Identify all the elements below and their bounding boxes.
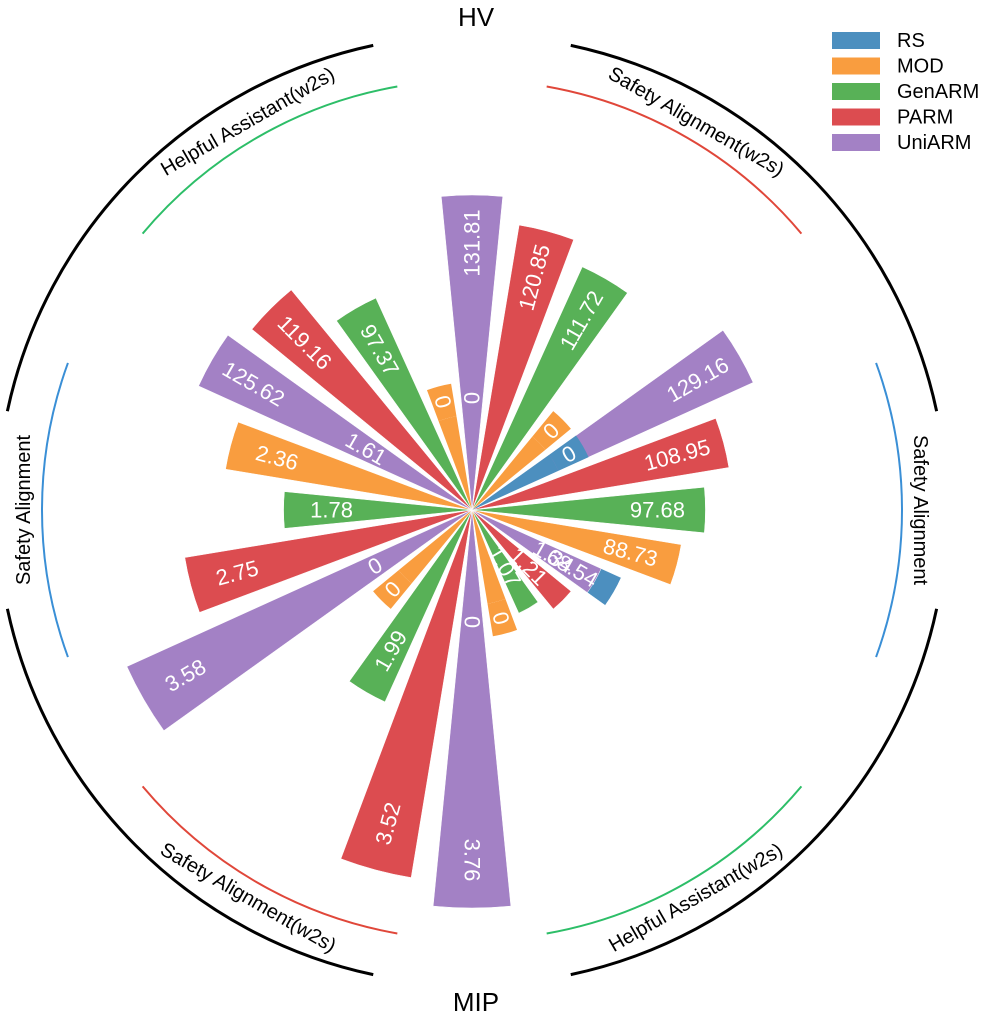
bar-mod-stem xyxy=(438,416,472,510)
group-label: Safety Alignment(w2s) xyxy=(604,63,787,182)
group-arc xyxy=(546,85,803,235)
bar-mod xyxy=(471,509,682,585)
group-label: Safety Alignment xyxy=(909,435,931,586)
bar-value-label: 131.81 xyxy=(460,209,485,276)
legend-swatch-mod xyxy=(832,57,880,75)
bar-parm xyxy=(251,289,473,511)
outer-ring-segment xyxy=(570,608,939,977)
bar-value-label: 3.76 xyxy=(460,839,485,882)
bar-value-label: 1.78 xyxy=(310,498,353,523)
bar-rs-stem xyxy=(472,454,559,510)
legend-label-rs: RS xyxy=(897,30,925,52)
legend-label-genarm: GenARM xyxy=(897,81,979,103)
bar-genarm xyxy=(283,491,473,529)
bar-rs xyxy=(549,435,589,471)
bar-uniarm xyxy=(471,509,602,593)
bar-parm xyxy=(184,509,473,613)
bar-uniarm xyxy=(126,509,473,731)
bar-uniarm xyxy=(198,334,473,511)
bar-value-label: 97.68 xyxy=(630,498,685,523)
legend-swatch-uniarm xyxy=(832,134,880,151)
group-label: Safety Alignment(w2s) xyxy=(156,839,339,958)
legend-swatch-rs xyxy=(832,32,880,49)
legend-swatch-genarm xyxy=(832,83,880,100)
bar-value-label: 0 xyxy=(460,392,485,404)
bar-uniarm xyxy=(440,194,504,511)
group-arcs xyxy=(41,85,904,935)
bar-mod xyxy=(426,383,457,422)
outer-ring-segment xyxy=(5,608,374,977)
legend-label-mod: MOD xyxy=(897,56,944,78)
group-arc xyxy=(141,85,398,235)
bar-mod xyxy=(532,411,571,450)
bar-mod-stem xyxy=(472,510,506,604)
bars xyxy=(126,194,754,909)
bar-parm xyxy=(471,509,572,610)
group-label: Helpful Assistant(w2s) xyxy=(605,839,786,956)
bar-parm xyxy=(471,418,730,511)
bar-parm xyxy=(340,509,473,878)
bar-genarm xyxy=(471,266,628,511)
outer-ring xyxy=(5,43,939,977)
legend-label-parm: PARM xyxy=(897,107,953,129)
bar-genarm xyxy=(349,509,473,703)
bar-parm xyxy=(471,224,574,511)
legend-swatch-parm xyxy=(832,108,880,126)
bar-mod xyxy=(225,421,473,511)
bar-uniarm xyxy=(432,509,512,909)
legend-label-uniarm: UniARM xyxy=(897,132,971,154)
outer-ring-segment xyxy=(570,43,939,412)
group-label: Helpful Assistant(w2s) xyxy=(157,63,338,180)
bar-mod-stem xyxy=(472,436,546,510)
bar-genarm xyxy=(471,509,539,614)
group-arc xyxy=(875,362,904,658)
bar-genarm xyxy=(336,297,473,511)
metric-label-bottom: MIP xyxy=(453,987,499,1015)
group-label: Safety Alignment xyxy=(13,435,35,586)
bar-genarm xyxy=(471,486,706,534)
legend: RS MOD GenARM PARM UniARM xyxy=(832,30,979,154)
metric-label-top: HV xyxy=(458,2,495,32)
bar-mod-stem xyxy=(398,510,472,584)
bar-value-label: 0 xyxy=(460,616,485,628)
group-arc xyxy=(546,785,803,935)
outer-ring-segment xyxy=(5,43,374,412)
bar-mod xyxy=(373,570,412,609)
group-arc xyxy=(141,785,398,935)
group-arc xyxy=(41,362,69,658)
bar-mod xyxy=(487,598,518,637)
